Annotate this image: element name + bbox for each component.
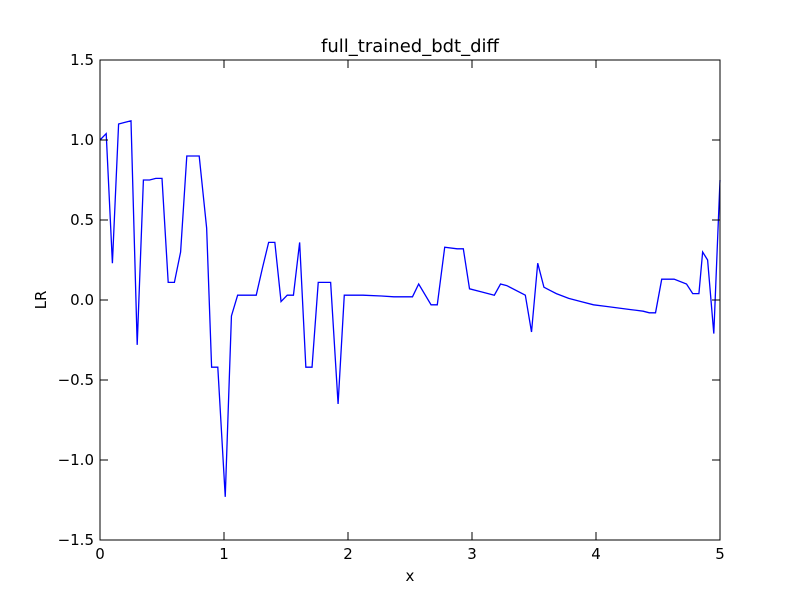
x-tick-label: 1 xyxy=(219,545,229,563)
y-tick-label: −1.5 xyxy=(58,531,94,549)
y-tick-label: −0.5 xyxy=(58,371,94,389)
plot-frame xyxy=(99,59,721,541)
y-tick-label: 0.0 xyxy=(70,291,94,309)
x-tick-label: 0 xyxy=(95,545,105,563)
y-axis-label: LR xyxy=(32,291,50,310)
x-axis-label: x xyxy=(406,567,415,585)
y-axis-ticks: −1.5 −1.0 −0.5 0.0 0.5 1.0 1.5 xyxy=(58,51,720,549)
x-tick-label: 3 xyxy=(467,545,477,563)
y-tick-label: 0.5 xyxy=(70,211,94,229)
x-tick-label: 5 xyxy=(715,545,725,563)
plot-area xyxy=(99,119,721,497)
x-tick-label: 2 xyxy=(343,545,353,563)
y-tick-label: 1.5 xyxy=(70,51,94,69)
series-line-0 xyxy=(99,119,721,497)
x-tick-label: 4 xyxy=(591,545,601,563)
y-tick-label: −1.0 xyxy=(58,451,94,469)
y-tick-label: 1.0 xyxy=(70,131,94,149)
chart-title: full_trained_bdt_diff xyxy=(321,36,499,57)
